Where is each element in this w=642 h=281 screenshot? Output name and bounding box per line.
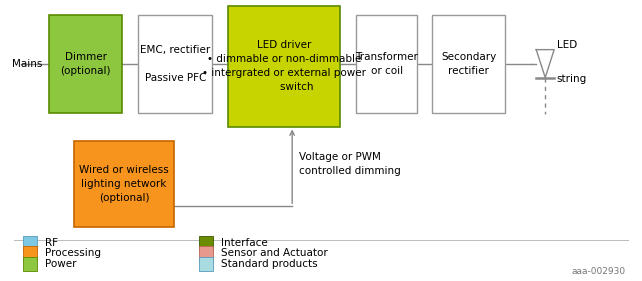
Bar xyxy=(49,15,123,112)
Text: Interface: Interface xyxy=(221,237,268,248)
Text: aaa-002930: aaa-002930 xyxy=(571,267,625,276)
Text: Secondary
rectifier: Secondary rectifier xyxy=(441,52,496,76)
Text: EMC, rectifier

Passive PFC: EMC, rectifier Passive PFC xyxy=(140,45,211,83)
Bar xyxy=(199,246,213,260)
Text: Voltage or PWM
controlled dimming: Voltage or PWM controlled dimming xyxy=(299,152,401,176)
Text: LED: LED xyxy=(557,40,577,50)
Bar xyxy=(356,15,417,112)
Text: Sensor and Actuator: Sensor and Actuator xyxy=(221,248,328,258)
Text: RF: RF xyxy=(45,237,58,248)
Text: Power: Power xyxy=(45,259,76,269)
Text: Mains: Mains xyxy=(12,59,42,69)
Bar xyxy=(432,15,505,112)
Bar xyxy=(23,235,37,250)
Bar xyxy=(23,246,37,260)
Text: Standard products: Standard products xyxy=(221,259,318,269)
Bar xyxy=(139,15,212,112)
Text: string: string xyxy=(557,74,587,84)
Text: Transformer
or coil: Transformer or coil xyxy=(355,52,418,76)
Text: Processing: Processing xyxy=(45,248,101,258)
Text: Wired or wireless
lighting network
(optional): Wired or wireless lighting network (opti… xyxy=(79,165,169,203)
Bar xyxy=(74,140,173,227)
Text: LED driver
• dimmable or non-dimmable
• intergrated or external power
        sw: LED driver • dimmable or non-dimmable • … xyxy=(202,40,366,92)
Bar xyxy=(199,257,213,271)
Text: Dimmer
(optional): Dimmer (optional) xyxy=(60,52,111,76)
Bar xyxy=(199,235,213,250)
Bar xyxy=(23,257,37,271)
Bar xyxy=(228,6,340,126)
